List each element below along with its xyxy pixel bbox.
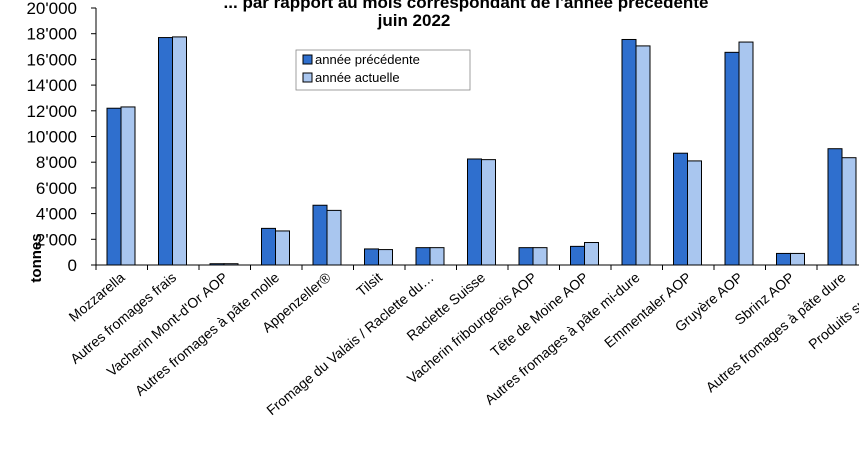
bar-current-year [738,41,754,266]
bar-previous-year [158,37,173,266]
x-tick-label: Fromage du Valais / Raclette du… [263,269,436,418]
bar-previous-year [621,38,637,266]
y-tick-label: 8'000 [36,153,77,172]
bar-current-year [532,247,548,266]
legend: année précédente année actuelle [295,49,471,91]
y-axis-label: tonnes [28,233,45,282]
bar-previous-year [261,227,276,266]
chart-subtitle: juin 2022 [377,11,451,30]
bar-current-year [275,230,290,266]
bar-previous-year [364,248,379,266]
legend-swatch [302,54,313,65]
bar-previous-year [724,51,740,266]
y-tick-labels: 0 2'000 4'000 6'000 8'000 10'000 12'000 14'000 1… [26,0,77,275]
bar-previous-year [827,148,843,266]
x-tick-label: Tilsit [353,269,385,299]
bar-current-year [584,242,599,266]
y-tick-label: 20'000 [26,0,77,18]
bar-current-year [172,36,187,266]
y-tick-label: 0 [68,256,77,275]
legend-entry: année précédente [315,52,420,67]
bars [106,36,857,266]
y-tick-label: 16'000 [26,50,77,69]
bar-previous-year [415,247,431,266]
y-tick-label: 18'000 [26,25,77,44]
bar-previous-year [312,204,328,266]
bar-current-year [635,45,651,266]
bar-previous-year [467,158,482,266]
legend-swatch [302,72,313,83]
bar-current-year [429,247,445,266]
y-tick-label: 10'000 [26,128,77,147]
bar-previous-year [570,245,585,266]
bar-previous-year [673,152,688,266]
x-tick-label: Emmentaler AOP [601,269,694,351]
bar-current-year [687,160,702,266]
chart-title: ... par rapport au mois correspondant de… [224,0,709,12]
bar-current-year [378,249,393,266]
legend-box [295,49,471,91]
y-tick-label: 2'000 [36,230,77,249]
bar-current-year [841,157,857,266]
y-tick-label: 14'000 [26,76,77,95]
bar-previous-year [776,252,791,266]
y-tick-label: 12'000 [26,102,77,121]
bar-previous-year [518,247,534,266]
y-tick-label: 6'000 [36,179,77,198]
axes [91,7,859,270]
y-tick-label: 4'000 [36,205,77,224]
bar-previous-year [106,107,122,266]
bar-current-year [120,106,136,266]
bar-current-year [481,159,496,266]
legend-entry: année actuelle [315,70,400,85]
bar-current-year [326,209,342,266]
bar-current-year [790,252,805,266]
